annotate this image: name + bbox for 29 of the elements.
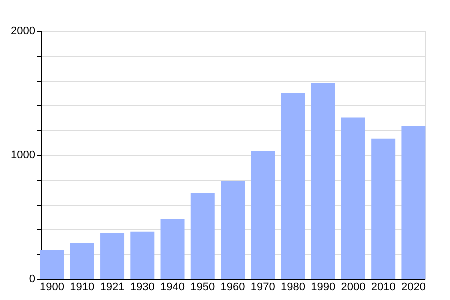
x-tick-label: 1970 xyxy=(250,282,276,294)
x-tick-label: 2000 xyxy=(341,282,366,294)
x-tick-label: 2010 xyxy=(371,282,396,294)
bar xyxy=(40,250,64,279)
bar xyxy=(311,83,336,279)
x-tick-label: 1930 xyxy=(130,282,155,294)
x-tick-label: 1950 xyxy=(190,282,216,294)
x-tick-label: 1940 xyxy=(160,282,186,294)
bar xyxy=(70,243,94,279)
y-tick-label: 1000 xyxy=(11,150,36,162)
x-tick-label: 1980 xyxy=(280,282,306,294)
bar xyxy=(372,138,396,279)
y-tick-label: 2000 xyxy=(11,26,36,38)
x-tick-label: 1960 xyxy=(220,282,246,294)
bar xyxy=(160,219,185,279)
x-tick-label: 1990 xyxy=(311,282,336,294)
x-tick-label: 1921 xyxy=(100,282,125,294)
bar xyxy=(341,118,366,279)
bar xyxy=(281,93,306,279)
x-tick-label: 1900 xyxy=(40,282,65,294)
y-tick-label: 0 xyxy=(29,274,36,286)
bar xyxy=(402,126,426,279)
x-tick-label: 2020 xyxy=(401,282,426,294)
bar xyxy=(221,181,245,279)
bar xyxy=(100,233,125,279)
bar xyxy=(190,193,215,279)
bar xyxy=(130,232,155,279)
x-tick-label: 1910 xyxy=(70,282,95,294)
bar xyxy=(251,151,276,279)
